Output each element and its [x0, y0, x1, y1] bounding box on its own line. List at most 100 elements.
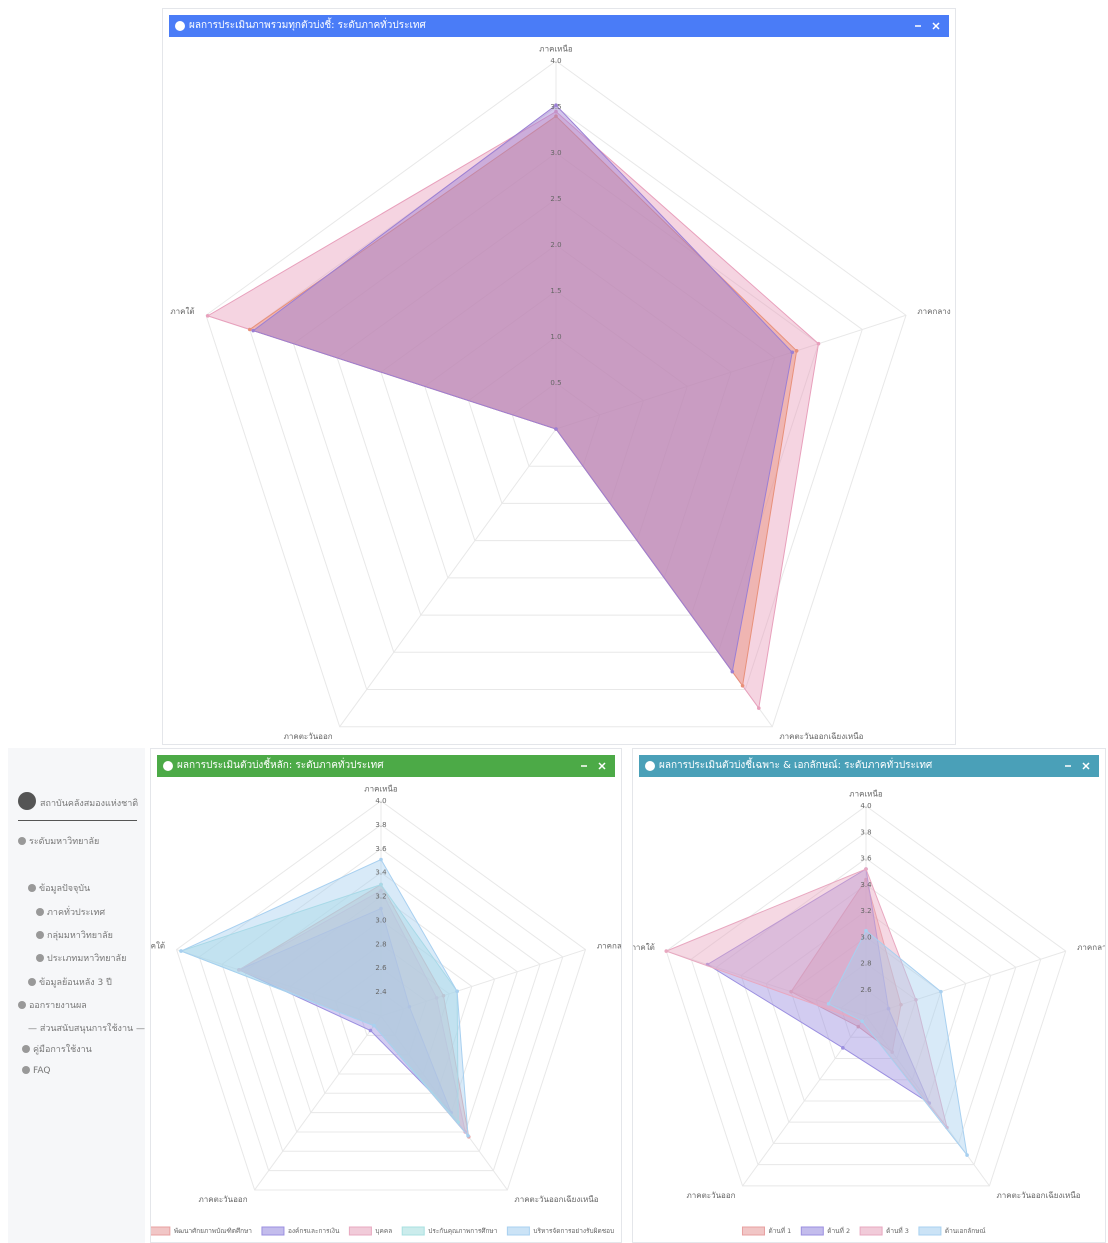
point	[247, 327, 252, 332]
grid-line	[715, 857, 1017, 1144]
axis-label: ภาคใต้	[151, 941, 165, 950]
legend-swatch	[800, 1226, 824, 1236]
legend-item[interactable]: พัฒนาศักยภาพบัณฑิตศึกษา	[151, 1226, 252, 1236]
grid-line	[840, 989, 892, 1038]
chart-panel: ภาคเหนือภาคกลางภาคตะวันออกเฉียงเหนือ ภาคต…	[162, 8, 956, 745]
nav-item[interactable]: ระดับมหาวิทยาลัย	[18, 834, 99, 848]
tick-label: 3.8	[375, 821, 386, 829]
nav-item[interactable]: คู่มือการใช้งาน	[22, 1042, 92, 1056]
tick-label: 3.0	[550, 149, 561, 157]
point	[205, 314, 210, 318]
header-icon	[175, 21, 185, 31]
point	[939, 989, 943, 994]
grid-line	[249, 106, 863, 691]
grid-line	[765, 910, 967, 1102]
tick-label: 3.6	[860, 855, 872, 863]
point	[756, 706, 761, 710]
nav-item[interactable]: ข้อมูลย้อนหลัง 3 ปี	[28, 975, 112, 989]
nav-item[interactable]: ภาคทั่วประเทศ	[36, 905, 105, 919]
window-controls[interactable]	[1063, 760, 1093, 772]
legend-swatch	[261, 1226, 285, 1236]
sidebar: สถาบันคลังสมองแห่งชาติ ระดับมหาวิทยาลัย …	[8, 748, 145, 1243]
close-button[interactable]	[598, 762, 606, 770]
axis-label: ภาคเหนือ	[364, 785, 398, 794]
spoke	[666, 950, 867, 1017]
axis-label: ภาคเหนือ	[539, 45, 573, 54]
legend-item[interactable]: ประกันคุณภาพการศึกษา	[401, 1226, 498, 1236]
point	[466, 1134, 470, 1138]
grid-line	[292, 152, 820, 653]
window-controls[interactable]	[579, 760, 609, 772]
legend-label: ด้านที่ 3	[886, 1226, 909, 1235]
legend-swatch	[506, 1226, 530, 1236]
point	[434, 996, 439, 1000]
grid-line	[665, 805, 1067, 1187]
nav-item[interactable]: กลุ่มมหาวิทยาลัย	[36, 928, 113, 942]
point	[740, 683, 745, 688]
point	[790, 350, 795, 355]
legend: พัฒนาศักยภาพบัณฑิตศึกษา องค์กรและการเงิน บ…	[151, 1226, 614, 1236]
point	[554, 109, 558, 114]
spoke	[865, 1015, 990, 1187]
axis-label: ภาคใต้	[633, 943, 655, 952]
axis-label: ภาคตะวันออก	[686, 1191, 735, 1200]
point	[664, 949, 669, 953]
panel-title: ผลการประเมินภาพรวมทุกตัวบ่งชี้: ระดับภาค…	[189, 20, 426, 31]
window-controls[interactable]	[913, 20, 943, 32]
grid-line	[336, 198, 776, 616]
grid-line	[790, 936, 942, 1081]
legend-item[interactable]: องค์กรและการเงิน	[261, 1226, 340, 1236]
point	[407, 1004, 412, 1009]
nav-label: คู่มือการใช้งาน	[33, 1045, 92, 1055]
axis-label: ภาคเหนือ	[849, 790, 883, 799]
tick-label: 4.0	[860, 802, 871, 810]
tick-label: 3.8	[860, 828, 871, 836]
grid-line	[424, 290, 688, 542]
nav-label: กลุ่มมหาวิทยาลัย	[47, 931, 113, 941]
tick-label: 2.5	[550, 195, 561, 203]
legend-item[interactable]: ด้านเอกลักษณ์	[918, 1226, 986, 1236]
tick-label: 3.5	[550, 103, 561, 111]
series-area	[706, 868, 931, 1105]
point	[554, 427, 558, 431]
grid-line	[205, 60, 907, 728]
series-area	[664, 868, 948, 1128]
nav-label: ข้อมูลปัจจุบัน	[39, 884, 91, 894]
legend-label: พัฒนาศักยภาพบัณฑิตศึกษา	[174, 1227, 252, 1235]
tick-label: 2.8	[860, 960, 871, 968]
nav-label: ประเภทมหาวิทยาลัย	[47, 954, 127, 964]
legend-item[interactable]: ด้านที่ 2	[800, 1226, 850, 1236]
spoke	[555, 314, 907, 430]
header-icon	[163, 761, 173, 771]
point	[789, 989, 793, 994]
point	[237, 968, 241, 972]
close-button[interactable]	[1082, 762, 1090, 770]
point	[864, 877, 868, 882]
point	[864, 867, 868, 871]
series-area	[237, 907, 452, 1113]
nav-item[interactable]: ข้อมูลปัจจุบัน	[28, 881, 90, 895]
nav-label: ข้อมูลย้อนหลัง 3 ปี	[39, 978, 112, 988]
nav-label: ระดับมหาวิทยาลัย	[29, 837, 100, 847]
legend-item[interactable]: บุคคล	[348, 1226, 392, 1236]
nav-item[interactable]: ประเภทมหาวิทยาลัย	[36, 951, 126, 965]
point	[899, 1002, 903, 1007]
axis-label: ภาคตะวันออก	[284, 732, 333, 741]
tick-label: 3.0	[375, 916, 386, 924]
legend-item[interactable]: ด้านที่ 3	[859, 1226, 909, 1236]
legend-item[interactable]: บริหารจัดการอย่างรับผิดชอบ	[506, 1226, 614, 1236]
nav-item[interactable]: FAQ	[22, 1066, 50, 1076]
tick-label: 3.4	[375, 869, 387, 877]
grid-line	[266, 895, 496, 1114]
spoke	[380, 949, 586, 1017]
legend-item[interactable]: ด้านที่ 1	[741, 1226, 791, 1236]
point	[554, 103, 558, 107]
panel-header: ผลการประเมินภาพรวมทุกตัวบ่งชี้: ระดับภาค…	[169, 15, 949, 37]
close-button[interactable]	[932, 22, 940, 30]
nav-item[interactable]: ออกรายงานผล	[18, 998, 87, 1012]
grid-line	[334, 967, 428, 1056]
point	[379, 857, 383, 862]
tick-label: 3.2	[375, 893, 386, 901]
